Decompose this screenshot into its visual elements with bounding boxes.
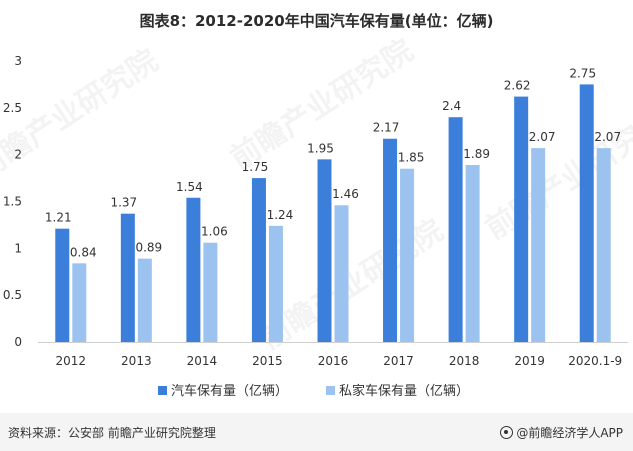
source-note: 资料来源：公安部 前瞻产业研究院整理 xyxy=(8,426,216,440)
bar-private xyxy=(137,258,152,342)
y-tick-label: 1.5 xyxy=(3,195,22,209)
data-label: 1.06 xyxy=(201,225,228,239)
data-label: 2.62 xyxy=(504,79,531,93)
brand-text: @前瞻经济学人APP xyxy=(516,426,623,440)
x-tick-label: 2020.1-9 xyxy=(568,354,622,368)
data-label: 2.07 xyxy=(594,130,621,144)
data-label: 1.89 xyxy=(463,147,490,161)
x-tick-label: 2012 xyxy=(56,354,87,368)
y-tick-label: 0 xyxy=(14,335,22,349)
bar-total xyxy=(251,178,266,342)
bar-private xyxy=(531,148,546,342)
bar-chart: 0 0.5 1 1.5 2 2.5 3 1.21 0.84 2012 1.37 0.89 2013 1.5… xyxy=(3,54,628,399)
x-tick-label: 2018 xyxy=(449,354,480,368)
x-tick-label: 2016 xyxy=(318,354,349,368)
bar-private xyxy=(203,242,218,342)
y-tick-label: 2 xyxy=(14,148,22,162)
data-label: 1.54 xyxy=(176,180,203,194)
data-label: 2.75 xyxy=(569,66,596,80)
bar-total xyxy=(186,197,201,342)
legend-swatch xyxy=(158,386,167,395)
y-tick-label: 0.5 xyxy=(3,288,22,302)
data-label: 1.24 xyxy=(267,208,294,222)
legend-swatch xyxy=(326,386,335,395)
qianzhan-logo-icon xyxy=(500,426,514,439)
bar-total xyxy=(55,228,70,342)
chart-title: 图表8：2012-2020年中国汽车保有量(单位：亿辆) xyxy=(139,12,494,30)
data-label: 1.85 xyxy=(398,151,425,165)
data-label: 2.07 xyxy=(529,130,556,144)
data-label: 1.75 xyxy=(242,160,269,174)
data-label: 0.84 xyxy=(70,245,97,259)
brand-credit: @前瞻经济学人APP xyxy=(500,424,623,441)
x-tick-label: 2019 xyxy=(514,354,545,368)
footer: 资料来源：公安部 前瞻产业研究院整理 @前瞻经济学人APP xyxy=(0,413,633,451)
bar-total xyxy=(579,84,594,343)
data-label: 2.17 xyxy=(373,121,400,135)
bar-private xyxy=(268,225,283,342)
bar-private xyxy=(334,205,349,342)
bar-private xyxy=(596,148,611,342)
legend-label: 汽车保有量（亿辆） xyxy=(171,383,288,399)
bar-private xyxy=(72,263,87,342)
y-tick-label: 2.5 xyxy=(3,101,22,115)
x-tick-label: 2014 xyxy=(187,354,218,368)
bar-total xyxy=(120,213,135,342)
x-tick-label: 2017 xyxy=(383,354,414,368)
bar-total xyxy=(317,159,332,342)
bar-private xyxy=(400,168,415,342)
y-tick-label: 3 xyxy=(14,54,22,68)
bar-total xyxy=(514,96,529,343)
bar-total xyxy=(383,138,398,342)
data-label: 1.95 xyxy=(307,141,334,155)
y-tick-label: 1 xyxy=(14,241,22,255)
data-label: 1.37 xyxy=(110,196,137,210)
x-tick-label: 2013 xyxy=(121,354,152,368)
legend-label: 私家车保有量（亿辆） xyxy=(339,383,469,399)
data-label: 2.4 xyxy=(442,99,461,113)
data-label: 0.89 xyxy=(135,241,162,255)
data-label: 1.46 xyxy=(332,187,359,201)
x-tick-label: 2015 xyxy=(252,354,283,368)
data-label: 1.21 xyxy=(45,211,72,225)
bar-total xyxy=(448,117,463,342)
bar-private xyxy=(465,164,480,342)
